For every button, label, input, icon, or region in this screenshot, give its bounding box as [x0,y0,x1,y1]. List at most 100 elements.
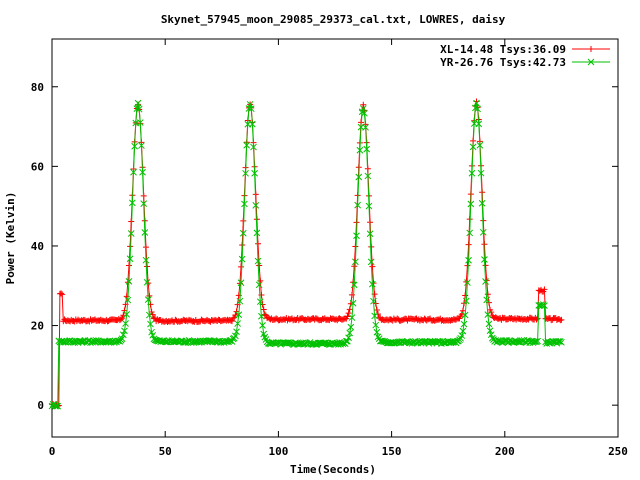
data-point-yr [481,256,488,263]
data-point-xl [352,243,359,250]
data-point-yr [348,314,356,321]
data-point-yr [53,402,60,410]
data-point-xl [239,241,246,248]
data-point-xl [125,262,132,269]
data-point-yr [131,142,138,150]
y-tick-label: 80 [31,81,44,94]
data-point-yr [350,281,358,289]
data-point-yr [477,169,485,177]
data-point-yr [141,229,149,236]
data-point-yr [249,120,256,128]
data-point-xl [482,262,489,269]
data-point-yr [232,332,239,340]
data-point-yr [242,169,249,177]
data-point-yr [482,278,489,285]
data-point-yr [138,142,145,149]
data-point-yr [133,105,141,113]
x-tick-label: 50 [159,445,172,458]
data-point-yr [484,311,492,318]
data-point-yr [436,338,444,345]
x-tick-label: 200 [495,445,515,458]
data-point-yr [473,99,480,107]
x-tick-label: 250 [608,445,628,458]
data-point-yr [145,311,153,319]
data-point-yr [125,278,133,285]
data-point-xl [464,262,471,269]
data-point-yr [370,297,377,305]
data-point-yr [367,258,375,266]
axis-ticks: 0 50 100 150 200 250 0 20 40 60 80 [31,39,628,458]
data-point-xl [462,292,469,299]
data-point-yr [362,123,369,131]
data-point-yr [136,119,144,126]
data-point-yr [144,296,152,303]
data-point-yr [251,169,258,177]
data-point-yr [485,320,493,328]
data-point-yr [147,320,154,328]
data-point-yr [258,312,265,320]
data-point-xl [541,286,548,293]
data-point-yr [149,331,157,339]
data-point-yr [123,310,131,318]
data-point-yr [476,141,484,149]
data-point-yr [234,320,242,327]
data-point-yr [361,109,368,117]
data-point-yr [54,402,62,410]
data-point-xl [59,291,66,298]
data-point-yr [143,278,151,286]
data-point-xl [257,277,264,284]
data-point-yr [259,322,266,329]
data-point-yr [253,229,261,237]
data-point-yr [467,200,475,208]
data-point-xl [235,292,242,299]
data-point-xl [149,311,156,318]
data-point-yr [365,202,373,210]
data-point-yr [532,338,539,345]
data-point-xl [369,263,376,270]
data-point-yr [349,299,357,307]
y-tick-label: 40 [31,240,44,253]
data-point-yr [246,100,254,108]
data-point-xl [119,315,126,322]
data-point-xl [256,262,263,269]
x-tick-label: 0 [49,445,56,458]
data-point-yr [347,323,355,331]
data-point-yr [478,199,486,207]
data-point-yr [239,229,247,237]
data-point-yr [255,281,263,289]
data-point-yr [372,321,380,329]
data-point-yr [139,168,146,176]
data-point-yr [342,337,350,345]
data-point-yr [346,329,354,337]
data-point-yr [142,256,150,264]
data-point-xl [481,241,488,248]
data-point-xl [488,309,495,316]
data-point-yr [134,99,142,107]
data-point-yr [461,311,469,319]
series-group [48,98,565,410]
data-point-yr [124,296,132,304]
legend-marker-yr [587,58,595,66]
data-point-yr [479,228,487,236]
x-axis-label: Time(Seconds) [290,463,376,476]
data-point-yr [352,258,359,266]
data-point-yr [130,168,137,176]
x-tick-label: 100 [268,445,288,458]
data-point-yr [245,105,253,112]
data-point-xl [344,313,351,320]
data-point-yr [129,199,136,207]
data-point-yr [369,280,376,288]
data-point-yr [364,172,372,180]
data-point-yr [464,279,471,286]
data-point-yr [483,296,491,304]
series-line-0 [52,101,562,407]
data-point-yr [366,230,374,238]
data-point-xl [58,290,65,297]
legend-label-xl: XL-14.48 Tsys:36.09 [440,43,566,56]
data-point-yr [243,141,251,149]
legend-marker-xl [588,46,594,52]
legend: XL-14.48 Tsys:36.09 YR-26.76 Tsys:42.73 [440,43,610,69]
data-point-yr [371,312,378,320]
data-point-yr [475,120,483,128]
data-point-yr [458,332,466,339]
